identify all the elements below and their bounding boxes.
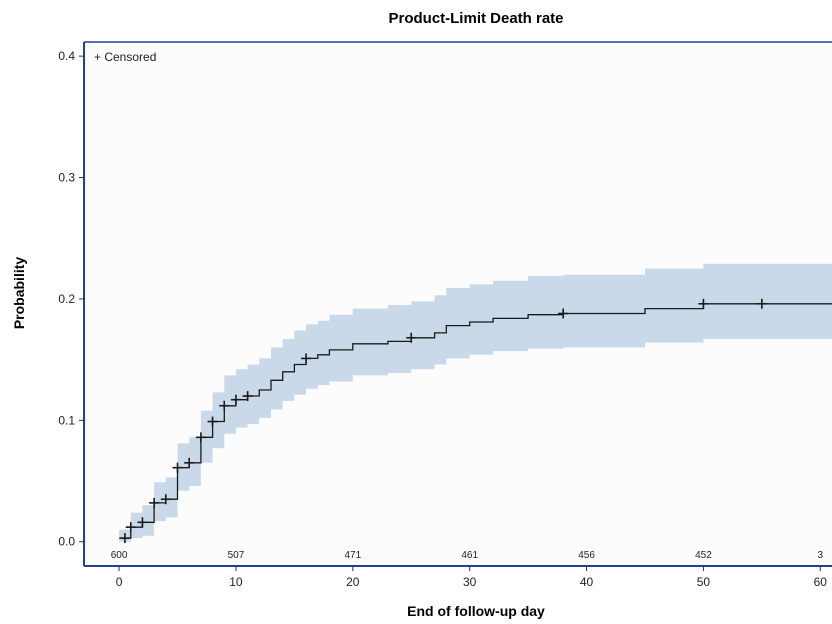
y-tick-label: 0.0: [58, 535, 75, 549]
x-tick-label: 60: [814, 575, 828, 589]
censor-mark: [219, 400, 230, 411]
censor-mark: [301, 353, 312, 364]
censor-mark: [184, 457, 195, 468]
censor-mark: [756, 298, 767, 309]
confidence-band-group: [119, 263, 832, 542]
survival-step-line: [119, 303, 832, 539]
x-tick-label: 10: [229, 575, 243, 589]
at-risk-label: 471: [344, 550, 361, 561]
at-risk-label: 600: [111, 550, 128, 561]
censor-mark: [125, 522, 136, 533]
censor-mark: [172, 462, 183, 473]
y-tick-label: 0.2: [58, 292, 75, 306]
at-risk-label: 3: [818, 550, 824, 561]
censor-mark: [406, 332, 417, 343]
chart-title: Product-Limit Death rate: [388, 10, 563, 27]
y-axis-label: Probability: [11, 257, 27, 330]
x-tick-label: 30: [463, 575, 477, 589]
censor-mark: [207, 416, 218, 427]
legend-censored: + Censored: [94, 50, 156, 64]
at-risk-label: 507: [228, 550, 245, 561]
censor-mark: [160, 494, 171, 505]
censor-mark: [195, 432, 206, 443]
censor-mark: [242, 391, 253, 402]
survival-curve-group: [119, 303, 832, 539]
axes-group: [83, 41, 832, 567]
at-risk-label: 456: [578, 550, 595, 561]
x-tick-label: 20: [346, 575, 360, 589]
at-risk-row: 600 507 471 461 456 452 3: [111, 550, 824, 561]
at-risk-label: 452: [695, 550, 712, 561]
y-axis-ticks: 0.0 0.1 0.2 0.3 0.4: [58, 49, 84, 549]
censor-mark: [137, 517, 148, 528]
y-tick-label: 0.3: [58, 171, 75, 185]
confidence-band: [119, 263, 832, 542]
censor-mark: [698, 298, 709, 309]
censor-mark: [149, 497, 160, 508]
x-tick-label: 40: [580, 575, 594, 589]
x-tick-label: 50: [697, 575, 711, 589]
censor-mark: [119, 533, 130, 544]
censor-mark: [230, 394, 241, 405]
x-tick-label: 0: [116, 575, 123, 589]
censor-mark: [558, 308, 569, 319]
at-risk-label: 461: [461, 550, 478, 561]
y-tick-label: 0.1: [58, 413, 75, 427]
y-tick-label: 0.4: [58, 49, 75, 63]
x-axis-label: End of follow-up day: [407, 603, 545, 619]
x-axis-ticks: 0 10 20 30 40 50 60: [116, 566, 828, 589]
censor-marks-group: [119, 298, 767, 544]
